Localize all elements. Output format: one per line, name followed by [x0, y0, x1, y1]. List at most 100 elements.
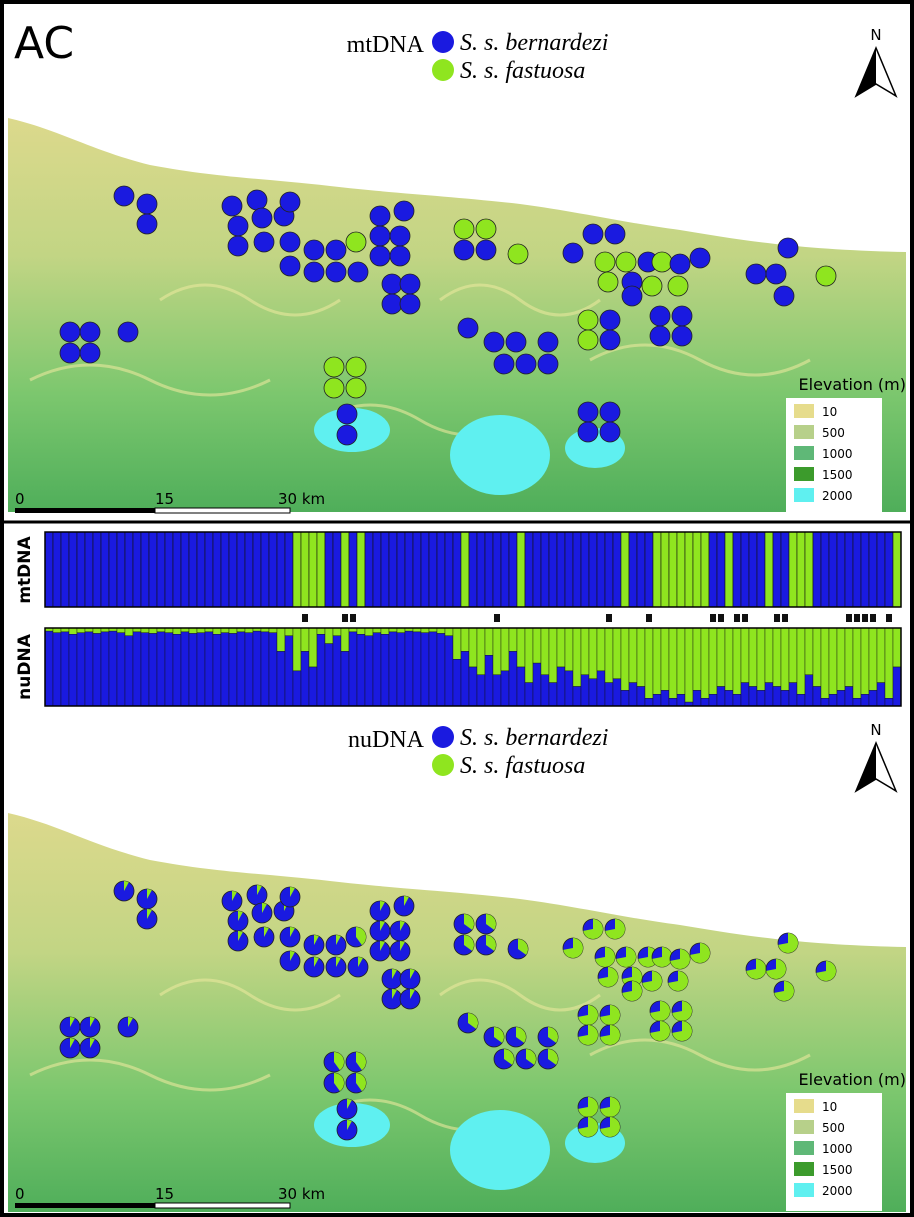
mt-bar — [61, 532, 69, 607]
mt-bar — [245, 532, 253, 607]
mt-bar — [773, 532, 781, 607]
nu-bar-bernardezi — [797, 694, 805, 706]
nu-bar-fastuosa — [173, 628, 181, 634]
nu-bar-bernardezi — [253, 631, 261, 706]
nu-bar-fastuosa — [501, 628, 509, 671]
nu-bar-bernardezi — [285, 636, 293, 706]
site — [538, 354, 558, 374]
nu-bar-fastuosa — [749, 628, 757, 687]
site — [304, 240, 324, 260]
site — [484, 332, 504, 352]
nu-bar-bernardezi — [861, 694, 869, 706]
nu-bar-fastuosa — [725, 628, 733, 690]
nu-bar-bernardezi — [501, 671, 509, 706]
mt-bar — [485, 532, 493, 607]
site — [326, 240, 346, 260]
nu-bar-fastuosa — [781, 628, 789, 690]
nu-bar-fastuosa — [717, 628, 725, 687]
nu-bar-bernardezi — [61, 632, 69, 706]
nu-bar-fastuosa — [189, 628, 197, 633]
nu-bar-fastuosa — [541, 628, 549, 675]
site — [672, 326, 692, 346]
mt-bar — [53, 532, 61, 607]
site — [605, 224, 625, 244]
nu-bar-fastuosa — [461, 628, 469, 651]
site — [337, 404, 357, 424]
nu-bar-fastuosa — [741, 628, 749, 683]
nu-bar-fastuosa — [613, 628, 621, 679]
nu-bar-bernardezi — [877, 683, 885, 706]
mt-bar — [461, 532, 469, 607]
site — [346, 357, 366, 377]
nu-bar-bernardezi — [637, 687, 645, 707]
nu-bar-fastuosa — [701, 628, 709, 698]
nu-bar-bernardezi — [181, 632, 189, 706]
site — [476, 219, 496, 239]
panel-label: AC — [14, 18, 74, 69]
nu-bar-bernardezi — [669, 698, 677, 706]
nu-bar-bernardezi — [45, 631, 53, 706]
nu-bar-bernardezi — [829, 694, 837, 706]
nu-bar-fastuosa — [869, 628, 877, 690]
site — [454, 219, 474, 239]
nu-bar-fastuosa — [333, 628, 341, 636]
site — [254, 232, 274, 252]
nu-bar-bernardezi — [573, 687, 581, 707]
site — [652, 252, 672, 272]
mt-bar — [829, 532, 837, 607]
nu-bar-fastuosa — [69, 628, 77, 634]
nu-bar-fastuosa — [637, 628, 645, 687]
mt-bar — [573, 532, 581, 607]
elevation-swatch — [794, 1099, 814, 1113]
legend-label: S. s. bernardezi — [460, 725, 608, 751]
site — [616, 252, 636, 272]
nu-bar-fastuosa — [469, 628, 477, 667]
mt-bar — [661, 532, 669, 607]
nu-bar-fastuosa — [877, 628, 885, 683]
mt-bar — [149, 532, 157, 607]
nu-bar-fastuosa — [805, 628, 813, 675]
nu-bar-bernardezi — [69, 634, 77, 706]
nu-bar-fastuosa — [861, 628, 869, 694]
mt-bar — [205, 532, 213, 607]
nu-bar-bernardezi — [77, 633, 85, 706]
nu-bar-bernardezi — [773, 687, 781, 707]
mt-bar — [413, 532, 421, 607]
site — [400, 274, 420, 294]
nu-bar-fastuosa — [829, 628, 837, 694]
nu-bar-bernardezi — [429, 632, 437, 706]
site — [600, 402, 620, 422]
nu-bar-fastuosa — [445, 628, 453, 636]
nu-bar-bernardezi — [293, 671, 301, 706]
nu-bar-bernardezi — [733, 694, 741, 706]
nu-bar-bernardezi — [445, 636, 453, 706]
site — [252, 208, 272, 228]
mt-bar — [229, 532, 237, 607]
mt-bar — [653, 532, 661, 607]
elevation-label: 1500 — [822, 468, 853, 482]
elevation-label: 500 — [822, 1121, 845, 1135]
nu-bar-bernardezi — [317, 634, 325, 706]
mt-bar — [533, 532, 541, 607]
nu-bar-fastuosa — [893, 628, 901, 667]
scale-label: 30 km — [278, 490, 325, 508]
elevation-swatch — [794, 1162, 814, 1176]
mt-bar — [125, 532, 133, 607]
site — [80, 343, 100, 363]
site — [508, 244, 528, 264]
nu-bar-bernardezi — [173, 634, 181, 706]
nu-bar-bernardezi — [453, 659, 461, 706]
nu-bar-bernardezi — [653, 694, 661, 706]
nu-bar-bernardezi — [589, 679, 597, 706]
nu-bar-bernardezi — [277, 651, 285, 706]
site — [348, 262, 368, 282]
site — [228, 236, 248, 256]
nu-bar-bernardezi — [413, 632, 421, 706]
site — [578, 402, 598, 422]
nu-bar-bernardezi — [805, 675, 813, 706]
marker — [774, 614, 780, 622]
mt-bar — [333, 532, 341, 607]
marker — [846, 614, 852, 622]
mt-bar — [757, 532, 765, 607]
site — [370, 226, 390, 246]
